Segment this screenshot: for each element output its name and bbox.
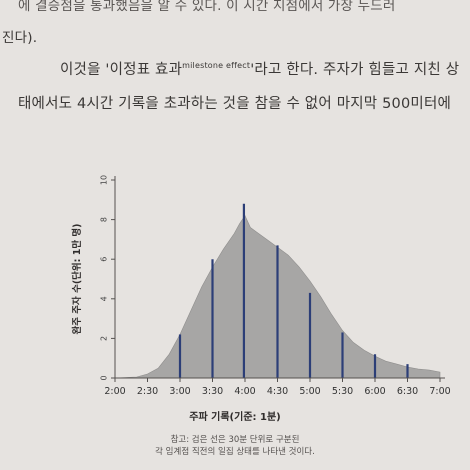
y-tick-label: 2 [100, 336, 109, 341]
finish-time-chart: 0 2 4 6 8 10 2:00 2:30 3:00 3:30 4:00 4:30 5:00 5:30 6… [0, 165, 470, 470]
x-tick-label: 3:30 [202, 386, 223, 397]
y-tick-label: 6 [100, 257, 109, 262]
x-tick-label: 6:00 [364, 386, 385, 397]
body-text: 에 결승점을 통과했음을 알 수 있다. 이 시간 지점에서 가장 두드러 진다… [0, 0, 470, 130]
text-fragment: 이것을 '이정표 효과 [60, 62, 183, 78]
text-line: 태에서도 4시간 기록을 초과하는 것을 참을 수 없어 마지막 500미터에 [18, 96, 452, 112]
y-tick-label: 10 [100, 175, 109, 185]
x-tick-label: 4:30 [267, 386, 288, 397]
chart-svg: 0 2 4 6 8 10 2:00 2:30 3:00 3:30 4:00 4:30 5:00 5:30 6… [71, 175, 451, 397]
y-tick-label: 0 [100, 375, 109, 380]
x-axis-label: 주파 기록(기준: 1분) [189, 412, 281, 423]
text-line-partial: 에 결승점을 통과했음을 알 수 있다. 이 시간 지점에서 가장 두드러 [18, 0, 396, 14]
y-axis-label: 완주 주자 수(단위: 1만 명) [71, 224, 83, 335]
x-tick-label: 3:00 [169, 386, 190, 397]
x-tick-label: 2:00 [104, 386, 125, 397]
text-line: 진다). [2, 30, 38, 46]
x-tick-label: 7:00 [429, 386, 450, 397]
chart-note-line: 참고: 검은 선은 30분 단위로 구분된 [170, 435, 300, 445]
x-tick-label: 5:30 [332, 386, 353, 397]
text-fragment: '라고 한다. 주자가 힘들고 지친 상 [250, 62, 460, 78]
chart-note-line: 각 임계점 직전의 일집 상태를 나타낸 것이다. [155, 447, 315, 457]
x-tick-label: 6:30 [397, 386, 418, 397]
y-tick-label: 8 [100, 217, 109, 222]
text-line-milestone: 이것을 '이정표 효과milestone effect'라고 한다. 주자가 힘… [60, 58, 459, 79]
x-tick-label: 2:30 [137, 386, 158, 397]
x-tick-label: 5:00 [299, 386, 320, 397]
y-tick-label: 4 [100, 296, 109, 301]
x-tick-label: 4:00 [234, 386, 255, 397]
superscript-term: milestone effect [182, 61, 251, 70]
